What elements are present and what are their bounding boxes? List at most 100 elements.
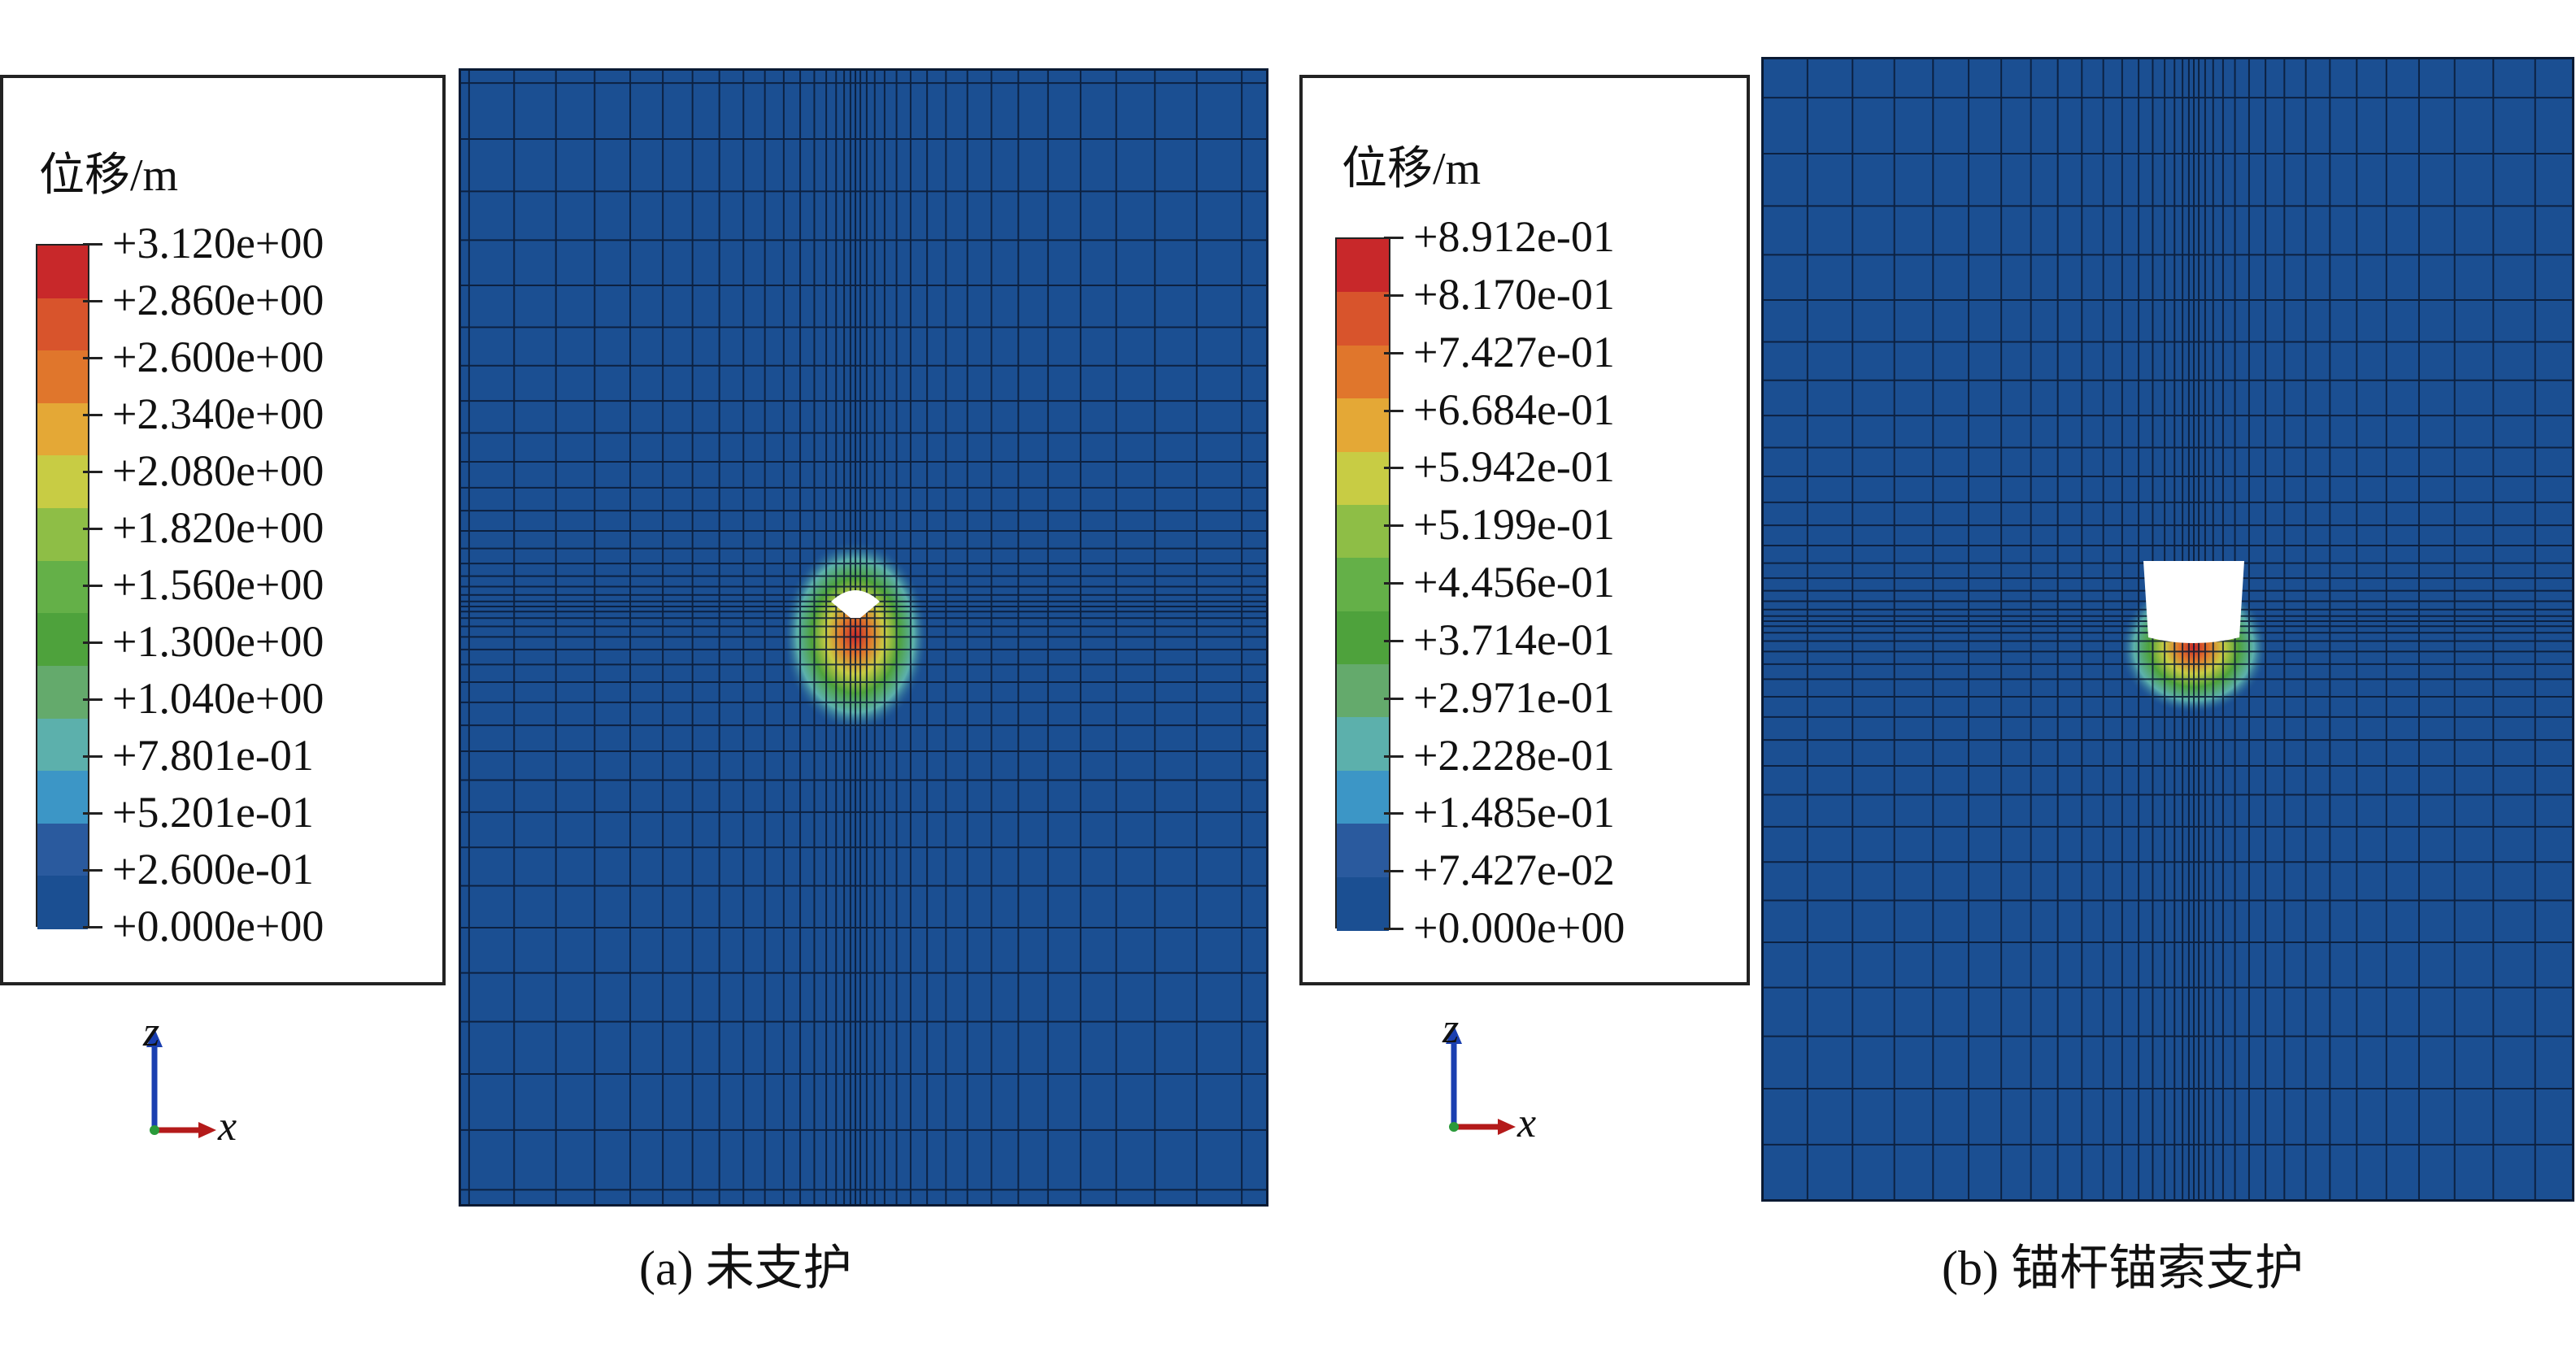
- legend-tick-label: +2.080e+00: [112, 446, 324, 495]
- legend-swatch: [37, 665, 88, 720]
- legend-tick: [1384, 524, 1403, 528]
- legend-swatch: [1337, 504, 1389, 559]
- origin-dot: [150, 1125, 159, 1135]
- legend-swatch: [1337, 239, 1389, 294]
- legend-swatch: [37, 823, 88, 877]
- legend-tick: [83, 585, 102, 587]
- legend-tick: [83, 414, 102, 416]
- caption-a: (a) 未支护: [639, 1241, 852, 1295]
- legend-tick-label: +0.000e+00: [1413, 903, 1625, 952]
- legend-b: 位移/m +8.912e-01 +8.170e-01 +7.427e-01 +6.68…: [1299, 75, 1750, 985]
- axis-triad-b: [1446, 1025, 1516, 1135]
- legend-tick-label: +1.300e+00: [112, 617, 324, 666]
- legend-tick: [83, 698, 102, 701]
- legend-tick-label: +3.714e-01: [1413, 615, 1615, 664]
- legend-tick-label: +7.427e-02: [1413, 846, 1615, 895]
- legend-tick: [1384, 467, 1403, 470]
- legend-swatch: [1337, 664, 1389, 719]
- legend-tick-label: +8.912e-01: [1413, 212, 1615, 261]
- legend-tick-label: +8.170e-01: [1413, 269, 1615, 319]
- legend-tick-label: +6.684e-01: [1413, 385, 1615, 434]
- legend-swatch: [1337, 876, 1389, 931]
- legend-tick: [83, 812, 102, 815]
- z-axis-arrowhead: [146, 1028, 163, 1047]
- legend-swatch: [1337, 824, 1389, 878]
- legend-swatch: [1337, 558, 1389, 612]
- legend-tick: [83, 869, 102, 872]
- axis-x-label-b: x: [1517, 1100, 1537, 1146]
- excavation-opening: [2143, 561, 2244, 643]
- legend-tick: [1384, 754, 1403, 758]
- caption-b: (b) 锚杆锚索支护: [1942, 1241, 2304, 1295]
- legend-tick: [83, 755, 102, 758]
- legend-tick: [1384, 870, 1403, 873]
- legend-tick: [83, 300, 102, 302]
- legend-tick: [1384, 351, 1403, 354]
- legend-a-colorbar: [36, 244, 89, 929]
- legend-tick-label: +1.040e+00: [112, 674, 324, 723]
- legend-swatch: [37, 876, 88, 929]
- legend-tick-label: +2.860e+00: [112, 276, 324, 324]
- legend-a: 位移/m +3.120e+00 +2.860e+00 +2.600e+00 +2.34…: [0, 75, 446, 985]
- legend-tick-label: +7.427e-01: [1413, 327, 1615, 376]
- legend-tick-label: +1.485e-01: [1413, 788, 1615, 837]
- legend-tick-label: +3.120e+00: [112, 219, 324, 267]
- mesh-frame: [459, 68, 1268, 1207]
- legend-swatch: [1337, 451, 1389, 506]
- legend-tick: [83, 357, 102, 359]
- axis-z-label-a: z: [143, 1009, 160, 1055]
- legend-swatch: [37, 771, 88, 824]
- legend-swatch: [1337, 717, 1389, 772]
- legend-tick: [1384, 812, 1403, 815]
- legend-tick-label: +1.560e+00: [112, 560, 324, 609]
- legend-swatch: [1337, 611, 1389, 666]
- mesh-plot-b: [1761, 57, 2574, 1202]
- legend-tick-label: +2.228e-01: [1413, 730, 1615, 780]
- legend-tick-label: +4.456e-01: [1413, 558, 1615, 607]
- legend-tick-label: +2.600e-01: [112, 845, 314, 894]
- legend-tick-label: +5.199e-01: [1413, 500, 1615, 550]
- legend-swatch: [37, 613, 88, 667]
- legend-tick-label: +1.820e+00: [112, 503, 324, 552]
- legend-tick-label: +7.801e-01: [112, 731, 314, 780]
- legend-b-colorbar: [1335, 237, 1390, 931]
- z-axis-arrowhead: [1446, 1025, 1462, 1044]
- x-axis-arrowhead: [1498, 1119, 1516, 1135]
- legend-a-title: 位移/m: [39, 150, 179, 201]
- legend-swatch: [37, 560, 88, 615]
- legend-swatch: [37, 455, 88, 510]
- axis-x-label-a: x: [218, 1103, 237, 1150]
- legend-tick-label: +2.340e+00: [112, 389, 324, 438]
- legend-tick-label: +0.000e+00: [112, 902, 324, 950]
- legend-tick: [1384, 697, 1403, 700]
- legend-tick: [1384, 237, 1403, 239]
- legend-tick: [83, 926, 102, 928]
- mesh-lines: [1761, 57, 2574, 1202]
- legend-tick: [83, 243, 102, 246]
- x-axis-arrowhead: [198, 1122, 216, 1138]
- legend-tick: [1384, 582, 1403, 585]
- legend-swatch: [37, 246, 88, 299]
- origin-dot: [1449, 1122, 1459, 1132]
- mesh-lines: [459, 68, 1268, 1207]
- legend-tick: [1384, 639, 1403, 642]
- legend-tick-label: +2.971e-01: [1413, 672, 1615, 722]
- legend-swatch: [1337, 398, 1389, 453]
- legend-tick: [1384, 294, 1403, 297]
- mesh-frame: [1761, 57, 2574, 1202]
- legend-swatch: [37, 402, 88, 457]
- legend-tick: [1384, 928, 1403, 930]
- legend-swatch: [1337, 770, 1389, 825]
- legend-tick: [83, 528, 102, 530]
- legend-tick-label: +5.201e-01: [112, 788, 314, 837]
- legend-swatch: [37, 508, 88, 562]
- legend-tick: [83, 471, 102, 473]
- legend-tick: [1384, 409, 1403, 412]
- legend-swatch: [37, 718, 88, 772]
- axis-z-label-b: z: [1442, 1006, 1460, 1052]
- legend-b-title: 位移/m: [1342, 144, 1482, 194]
- excavation-opening: [831, 590, 880, 618]
- axis-triad-a: [146, 1028, 216, 1138]
- legend-tick: [83, 641, 102, 644]
- legend-swatch: [37, 298, 88, 352]
